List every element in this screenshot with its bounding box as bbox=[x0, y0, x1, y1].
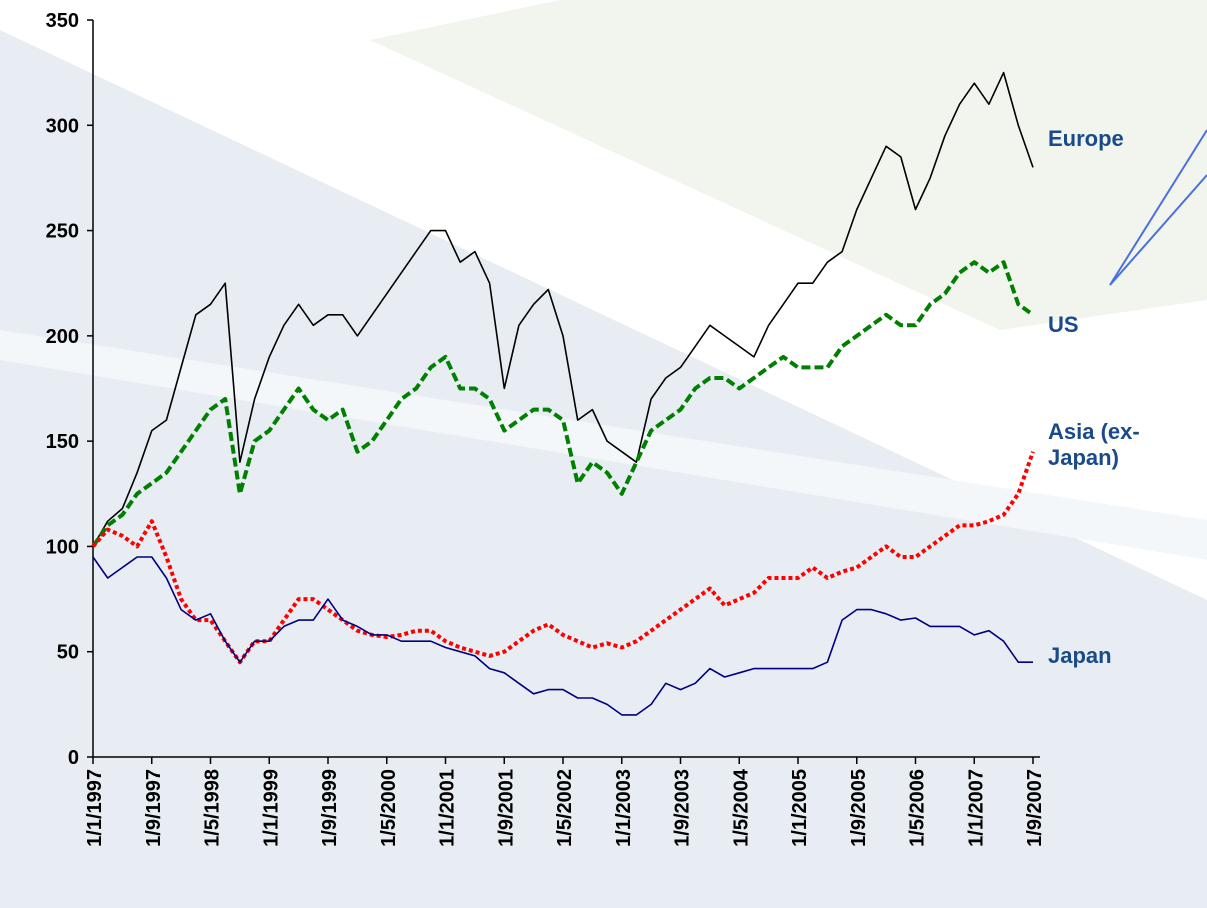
x-tick-label: 1/5/2002 bbox=[554, 769, 576, 847]
y-tick-label: 0 bbox=[68, 747, 79, 769]
x-tick-label: 1/9/2007 bbox=[1024, 769, 1046, 847]
x-tick-label: 1/9/1997 bbox=[143, 769, 165, 847]
x-tick-label: 1/1/2007 bbox=[965, 769, 987, 847]
series-label: Japan bbox=[1048, 643, 1188, 669]
x-tick-label: 1/9/2001 bbox=[495, 769, 517, 847]
x-tick-label: 1/1/2005 bbox=[789, 769, 811, 847]
y-tick-label: 150 bbox=[46, 431, 79, 453]
x-tick-label: 1/1/2001 bbox=[437, 769, 459, 847]
series-label: Asia (ex-Japan) bbox=[1048, 419, 1188, 471]
x-tick-label: 1/9/2005 bbox=[848, 769, 870, 847]
x-tick-label: 1/9/2003 bbox=[672, 769, 694, 847]
chart: 0 50 100 150 200 250 300 350 1/1/1997 1/9/1997 1/5… bbox=[0, 0, 1207, 908]
x-tick-label: 1/5/2004 bbox=[730, 768, 752, 847]
y-tick-label: 350 bbox=[46, 10, 79, 32]
y-tick-label: 250 bbox=[46, 221, 79, 243]
x-tick-label: 1/1/1997 bbox=[84, 769, 106, 847]
x-tick-label: 1/5/2000 bbox=[378, 769, 400, 847]
y-tick-label: 200 bbox=[46, 326, 79, 348]
y-tick-label: 50 bbox=[57, 642, 79, 664]
series-label: US bbox=[1048, 312, 1188, 338]
x-tick-label: 1/1/1999 bbox=[260, 769, 282, 847]
x-tick-label: 1/9/1999 bbox=[319, 769, 341, 847]
page: 0 50 100 150 200 250 300 350 1/1/1997 1/9/1997 1/5… bbox=[0, 0, 1207, 908]
x-tick-label: 1/1/2003 bbox=[613, 769, 635, 847]
series-label: Europe bbox=[1048, 126, 1188, 152]
x-tick-label: 1/5/1998 bbox=[202, 769, 224, 847]
y-tick-label: 300 bbox=[46, 115, 79, 137]
y-tick-label: 100 bbox=[46, 536, 79, 558]
x-tick-label: 1/5/2006 bbox=[907, 769, 929, 847]
